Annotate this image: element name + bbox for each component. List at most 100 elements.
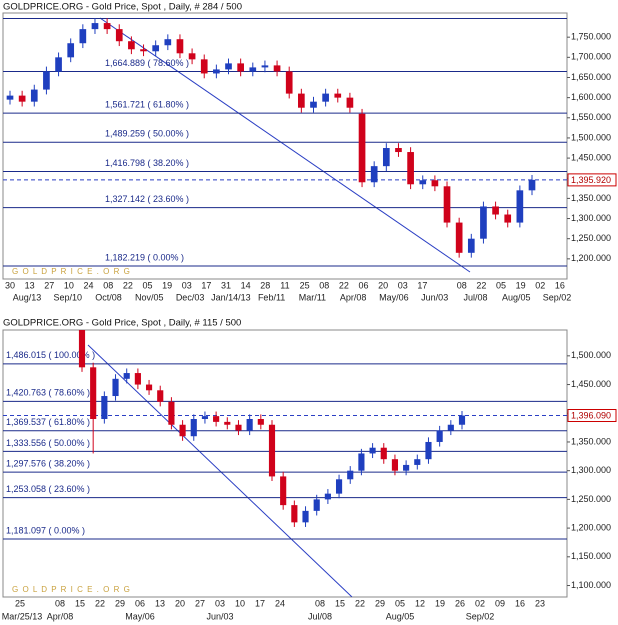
fib-label: 1,420.763 ( 78.60% ) xyxy=(6,388,90,398)
candle-body xyxy=(261,65,269,68)
candle-body xyxy=(55,57,62,72)
y-tick-label: 1,150.000 xyxy=(571,551,611,561)
candle-body xyxy=(190,419,197,437)
fib-label: 1,333.556 ( 50.00% ) xyxy=(6,438,90,448)
candle-body xyxy=(168,401,175,425)
chart-title: GOLDPRICE.ORG - Gold Price, Spot , Daily… xyxy=(3,318,241,329)
candle-body xyxy=(188,53,196,60)
y-tick-label: 1,350.000 xyxy=(571,436,611,446)
x-month-label: Jan/14/13 xyxy=(211,292,251,302)
x-tick-label: 25 xyxy=(15,598,25,608)
candle-body xyxy=(249,67,257,72)
y-tick-label: 1,500.000 xyxy=(571,350,611,360)
candle-body xyxy=(310,101,317,108)
candle-body xyxy=(516,190,524,223)
x-tick-label: 19 xyxy=(162,280,172,290)
candle-body xyxy=(140,49,147,52)
x-tick-label: 22 xyxy=(476,280,486,290)
x-tick-label: 11 xyxy=(280,280,289,290)
current-price-label: 1,395.920 xyxy=(571,175,611,185)
y-tick-label: 1,350.000 xyxy=(571,193,611,203)
candle-body xyxy=(18,95,26,102)
x-tick-label: 23 xyxy=(535,598,545,608)
candle-body xyxy=(346,97,354,108)
x-tick-label: 20 xyxy=(175,598,185,608)
x-tick-label: 13 xyxy=(155,598,165,608)
y-tick-label: 1,200.000 xyxy=(571,522,611,532)
candle-body xyxy=(358,453,365,471)
x-month-label: Apr/08 xyxy=(340,292,367,302)
candle-body xyxy=(115,29,123,42)
y-tick-label: 1,250.000 xyxy=(571,494,611,504)
x-tick-label: 31 xyxy=(221,280,231,290)
x-tick-label: 03 xyxy=(398,280,408,290)
x-tick-label: 30 xyxy=(5,280,15,290)
x-month-label: Mar/11 xyxy=(299,292,326,302)
x-tick-label: 10 xyxy=(235,598,245,608)
candle-body xyxy=(91,23,99,30)
candle-body xyxy=(78,330,86,368)
x-tick-label: 05 xyxy=(496,280,506,290)
candle-body xyxy=(201,416,209,419)
y-tick-label: 1,450.000 xyxy=(571,379,611,389)
current-price-box xyxy=(567,409,617,423)
x-tick-label: 15 xyxy=(75,598,85,608)
x-month-label: Sep/10 xyxy=(54,292,83,302)
candle-body xyxy=(152,45,160,52)
candle-body xyxy=(458,415,466,425)
candle-body xyxy=(443,186,451,223)
x-month-label: Jul/08 xyxy=(463,292,487,302)
candle-body xyxy=(157,390,164,402)
fib-label: 1,297.576 ( 38.20% ) xyxy=(6,458,90,468)
trend-line xyxy=(87,344,353,597)
x-tick-label: 26 xyxy=(455,598,465,608)
candle-body xyxy=(419,180,427,185)
candle-body xyxy=(358,113,366,183)
y-tick-label: 1,250.000 xyxy=(571,233,611,243)
fib-label: 1,561.721 ( 61.80% ) xyxy=(105,99,189,109)
current-price-label: 1,396.090 xyxy=(571,410,611,420)
x-tick-label: 22 xyxy=(95,598,105,608)
candle-body xyxy=(30,89,38,102)
watermark: G O L D P R I C E . O R G xyxy=(12,585,131,594)
x-month-label: May/06 xyxy=(379,292,409,302)
candle-body xyxy=(298,93,305,108)
x-month-label: Oct/08 xyxy=(95,292,122,302)
fib-label: 1,369.537 ( 61.80% ) xyxy=(6,417,90,427)
x-tick-label: 29 xyxy=(115,598,125,608)
x-month-label: Apr/08 xyxy=(47,611,74,621)
candle-body xyxy=(213,416,220,422)
candle-body xyxy=(67,43,75,58)
candle-body xyxy=(43,71,50,90)
x-month-label: Jun/03 xyxy=(421,292,448,302)
y-tick-label: 1,500.000 xyxy=(571,132,611,142)
candle-body xyxy=(213,69,220,74)
candle-body xyxy=(224,421,231,425)
x-tick-label: 02 xyxy=(475,598,485,608)
candle-body xyxy=(273,65,281,72)
candle-body xyxy=(145,384,153,391)
candle-body xyxy=(380,447,387,460)
candle-body xyxy=(370,166,378,183)
watermark: G O L D P R I C E . O R G xyxy=(12,267,131,276)
candle-body xyxy=(128,41,135,50)
candle-body xyxy=(268,424,276,477)
candle-body xyxy=(431,180,439,187)
plot-frame xyxy=(2,12,568,280)
x-tick-label: 25 xyxy=(300,280,310,290)
x-month-label: Sep/02 xyxy=(466,611,495,621)
candle-body xyxy=(280,476,287,506)
candle-body xyxy=(313,499,320,511)
x-tick-label: 09 xyxy=(495,598,505,608)
trend-line xyxy=(99,17,471,273)
x-tick-label: 22 xyxy=(123,280,133,290)
x-month-label: Nov/05 xyxy=(135,292,164,302)
x-tick-label: 08 xyxy=(55,598,65,608)
x-tick-label: 29 xyxy=(375,598,385,608)
x-tick-label: 17 xyxy=(201,280,211,290)
x-tick-label: 08 xyxy=(457,280,467,290)
x-month-label: Dec/03 xyxy=(176,292,205,302)
candle-body xyxy=(103,23,111,30)
y-tick-label: 1,750.000 xyxy=(571,32,611,42)
